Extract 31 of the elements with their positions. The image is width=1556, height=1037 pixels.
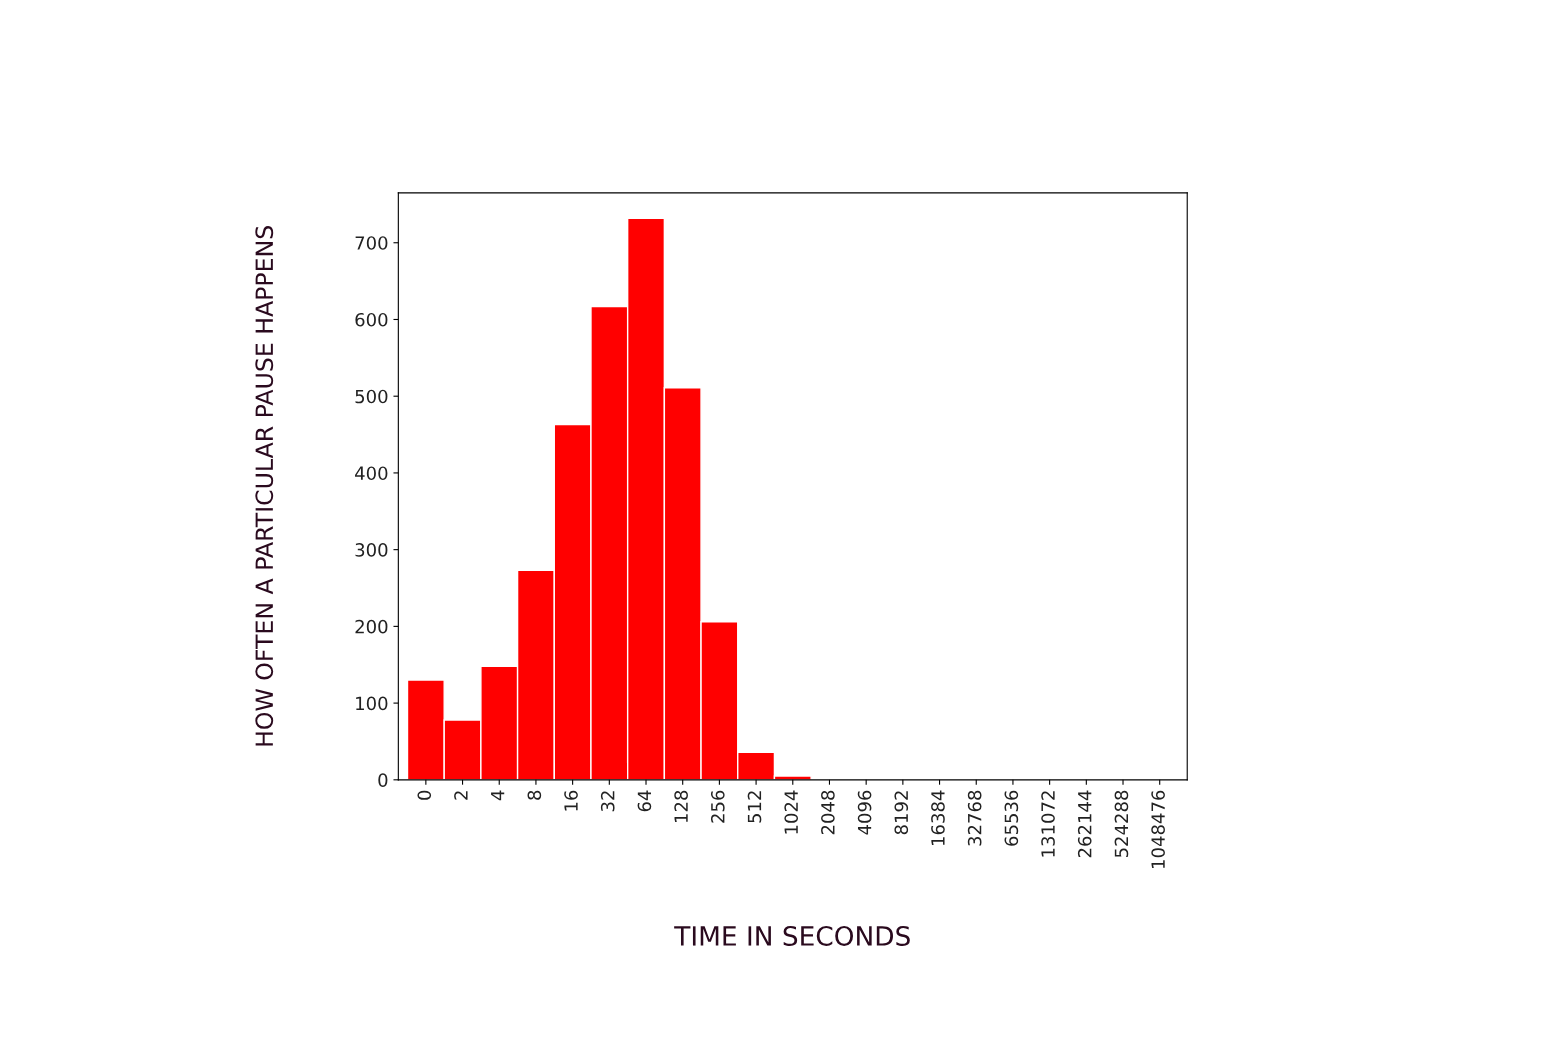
x-tick-label: 65536 [1004,790,1019,846]
y-tick-label: 500 [355,389,388,404]
y-tick-label: 0 [378,773,388,787]
x-tick-label: 256 [710,790,725,823]
y-tick-label: 100 [356,696,388,711]
x-tick-label: 2048 [821,790,835,835]
y-tick-label: 600 [355,312,388,327]
x-tick-label: 8192 [894,791,909,835]
x-tick-label: 64 [637,790,652,812]
y-axis-title: HOW OFTEN A PARTICULAR PAUSE HAPPENS [255,226,274,746]
x-tick-label: 8 [527,790,542,800]
x-tick-label: 16384 [931,790,945,845]
x-tick-label: 524288 [1114,790,1129,858]
x-tick-label: 1024 [784,790,799,834]
y-tick-label: 200 [355,619,388,634]
x-tick-label: 4 [491,790,505,801]
x-tick-label: 131072 [1041,791,1055,857]
x-tick-label: 0 [417,790,432,800]
x-tick-label: 4096 [857,790,872,835]
x-tick-label: 512 [747,791,762,823]
x-tick-label: 1048476 [1151,790,1165,868]
x-tick-label: 16 [564,790,578,811]
y-tick-label: 700 [355,236,388,250]
x-tick-label: 32 [600,791,615,812]
x-axis-title: TIME IN SECONDS [674,925,910,946]
x-tick-label: 128 [674,790,688,823]
x-tick-label: 2 [454,791,468,800]
x-tick-label: 262144 [1077,790,1092,858]
y-tick-label: 400 [355,466,388,481]
y-tick-label: 300 [355,543,388,557]
x-tick-label: 32768 [967,790,982,846]
